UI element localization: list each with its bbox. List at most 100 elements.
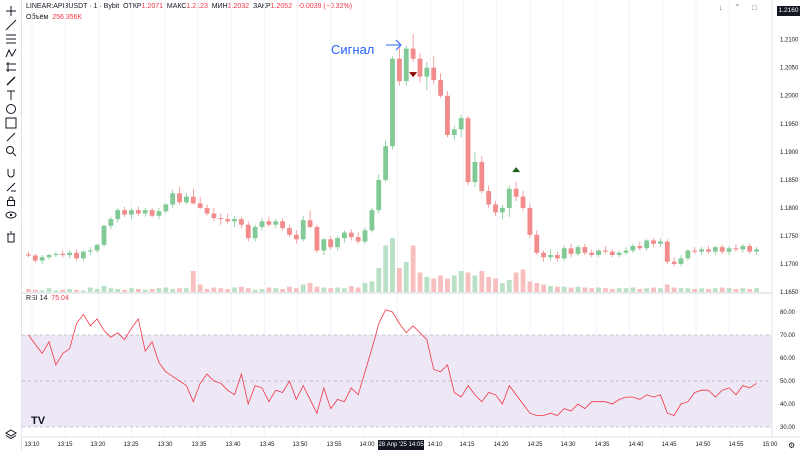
volume-bar — [355, 287, 361, 292]
candle-body — [53, 253, 59, 255]
candle-body — [575, 247, 581, 254]
volume-bar — [314, 286, 320, 292]
candle-body — [259, 221, 265, 227]
time-tick: 13:55 — [326, 442, 342, 448]
forecast-icon[interactable] — [3, 60, 19, 74]
rsi-tick: 50.00 — [780, 379, 796, 385]
time-tick: 14:20 — [493, 442, 509, 448]
move-down-icon[interactable]: ↓ — [718, 3, 723, 12]
time-tick: 14:10 — [427, 442, 443, 448]
volume-bar — [733, 289, 739, 292]
time-tick: 14:15 — [459, 442, 475, 448]
magnet-icon[interactable] — [3, 166, 19, 180]
sell-marker-icon — [409, 72, 418, 78]
volume-bar — [582, 287, 588, 292]
volume-bar — [664, 284, 670, 292]
candle-body — [87, 250, 93, 252]
volume-bar — [609, 289, 615, 292]
patterns-icon[interactable] — [3, 46, 19, 60]
volume-bar — [335, 287, 340, 292]
candle-body — [465, 118, 471, 183]
candle-body — [527, 207, 533, 235]
price-tick: 1.1750 — [780, 234, 799, 240]
candle-body — [554, 254, 560, 259]
candle-body — [163, 204, 169, 212]
volume-bar — [561, 286, 567, 292]
rsi-tick: 40.00 — [780, 402, 796, 408]
emoji-icon[interactable] — [3, 102, 19, 116]
rsi-levels — [22, 334, 772, 428]
trend-line-icon[interactable] — [3, 18, 19, 32]
candle-body — [238, 219, 244, 225]
symbol-legend[interactable]: LINEAR:API3USDT · 1 · Bybit ОТКР1.2071 М… — [26, 3, 352, 10]
ruler-icon[interactable] — [3, 130, 19, 144]
tradingview-logo[interactable]: TV — [31, 415, 46, 427]
signal-annotation[interactable]: Сигнал — [331, 42, 375, 57]
layers-icon[interactable] — [3, 427, 19, 441]
candle-body — [534, 234, 540, 253]
rsi-legend[interactable]: RSI 14 75.04 — [26, 295, 69, 302]
volume-legend[interactable]: Объём 256.356K — [26, 14, 82, 21]
gear-icon[interactable]: ⚙ — [788, 441, 796, 450]
candle-body — [335, 238, 340, 248]
volume-bar — [369, 281, 375, 292]
fib-icon[interactable] — [3, 32, 19, 46]
volume-bar — [328, 288, 334, 292]
candle-body — [39, 257, 45, 261]
volume-bar — [417, 272, 423, 292]
candle-body — [506, 188, 512, 208]
price-tick: 1.2000 — [780, 94, 799, 100]
volume-bar — [108, 288, 114, 292]
volume-bar — [527, 281, 533, 292]
candle-body — [252, 226, 258, 239]
volume-label: Объём — [26, 14, 49, 21]
candle-body — [513, 188, 519, 197]
time-tick: 13:50 — [292, 442, 308, 448]
volume-bar — [362, 283, 368, 292]
candle-body — [46, 254, 52, 258]
lock-icon[interactable] — [3, 194, 19, 208]
volume-bar — [32, 289, 38, 292]
volume-bar — [431, 278, 437, 292]
eye-icon[interactable] — [3, 208, 19, 222]
change-value: −0.0039 (−0.32%) — [295, 3, 353, 10]
candle-body — [225, 219, 231, 222]
symbol-title[interactable]: LINEAR:API3USDT · 1 · Bybit — [26, 3, 120, 10]
candle-body — [403, 48, 409, 82]
rsi-tick: 60.00 — [780, 356, 796, 362]
text-icon[interactable] — [3, 88, 19, 102]
volume-bar — [445, 278, 450, 292]
candle-body — [438, 80, 443, 96]
volume-bar — [204, 289, 210, 292]
candle-body — [149, 210, 155, 216]
volume-bar — [122, 289, 128, 292]
lock-drawing-icon[interactable] — [3, 180, 19, 194]
trash-icon[interactable] — [3, 230, 19, 244]
candle-body — [582, 247, 588, 253]
candle-body — [369, 210, 375, 231]
volume-bar — [692, 289, 698, 292]
crosshair-icon[interactable] — [3, 4, 19, 18]
candle-body — [204, 207, 210, 214]
candle-body — [94, 244, 100, 251]
volume-bar — [678, 288, 684, 292]
collapse-icon[interactable]: ⌃ — [734, 3, 741, 12]
candle-body — [520, 196, 526, 208]
candle-body — [561, 248, 567, 259]
volume-bar — [170, 289, 176, 292]
measure-icon[interactable] — [3, 116, 19, 130]
volume-bar — [245, 288, 251, 292]
maximize-icon[interactable]: □ — [752, 3, 757, 12]
price-axis: 1.21501.21001.20501.20001.19501.19001.18… — [780, 10, 799, 296]
volume-bar — [719, 287, 725, 292]
open-label: ОТКР — [123, 3, 142, 10]
rsi-tick: 80.00 — [780, 310, 796, 316]
zoom-icon[interactable] — [3, 144, 19, 158]
candle-body — [287, 228, 292, 235]
volume-bar — [500, 283, 505, 292]
brush-icon[interactable] — [3, 74, 19, 88]
candle-body — [232, 219, 237, 222]
volume-bar — [396, 268, 402, 292]
candle-body — [362, 230, 368, 242]
